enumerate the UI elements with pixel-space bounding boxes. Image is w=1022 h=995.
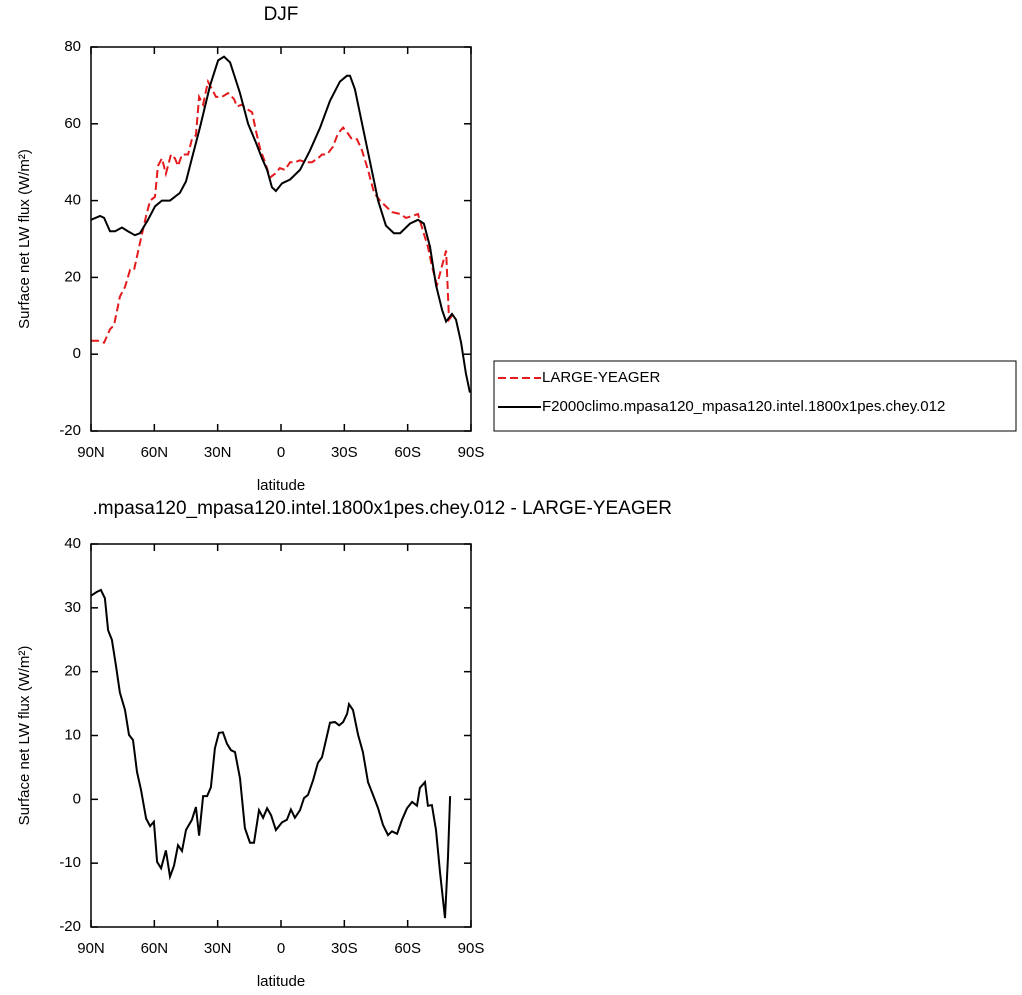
legend-label: LARGE-YEAGER	[542, 369, 661, 386]
y-tick-label: 40	[64, 192, 81, 209]
y-axis-label: Surface net LW flux (W/m²)	[16, 149, 33, 329]
legend-label: F2000climo.mpasa120_mpasa120.intel.1800x…	[542, 398, 945, 415]
x-tick-label: 90S	[458, 940, 485, 957]
data-line	[90, 55, 471, 393]
y-tick-label: -10	[59, 854, 81, 871]
x-tick-label: 30S	[331, 940, 358, 957]
plot-frame	[90, 46, 472, 432]
data-line	[90, 588, 452, 919]
chart-title: DJF	[264, 4, 299, 25]
x-axis-label: latitude	[257, 973, 305, 990]
x-tick-label: 60S	[394, 444, 421, 461]
chart-title: .mpasa120_mpasa120.intel.1800x1pes.chey.…	[93, 498, 672, 519]
x-axis-label: latitude	[257, 477, 305, 494]
y-tick-label: -20	[59, 918, 81, 935]
y-tick-label: 80	[64, 38, 81, 55]
y-tick-label: 10	[64, 726, 81, 743]
x-tick-label: 0	[277, 940, 285, 957]
plot-frame	[90, 543, 472, 928]
x-tick-label: 60N	[141, 444, 169, 461]
y-tick-label: 0	[73, 790, 81, 807]
y-tick-label: 40	[64, 535, 81, 552]
y-axis-label: Surface net LW flux (W/m²)	[16, 646, 33, 826]
x-tick-label: 90N	[77, 940, 105, 957]
y-tick-label: 30	[64, 599, 81, 616]
x-tick-label: 30N	[204, 444, 232, 461]
x-tick-label: 0	[277, 444, 285, 461]
data-line	[91, 78, 453, 344]
x-tick-label: 30S	[331, 444, 358, 461]
y-tick-label: 0	[73, 345, 81, 362]
y-tick-label: 60	[64, 115, 81, 132]
x-tick-label: 60S	[394, 940, 421, 957]
x-tick-label: 90N	[77, 444, 105, 461]
y-tick-label: 20	[64, 663, 81, 680]
y-tick-label: -20	[59, 422, 81, 439]
x-tick-label: 60N	[141, 940, 169, 957]
y-tick-label: 20	[64, 268, 81, 285]
legend-box	[493, 360, 1017, 432]
x-tick-label: 30N	[204, 940, 232, 957]
x-tick-label: 90S	[458, 444, 485, 461]
